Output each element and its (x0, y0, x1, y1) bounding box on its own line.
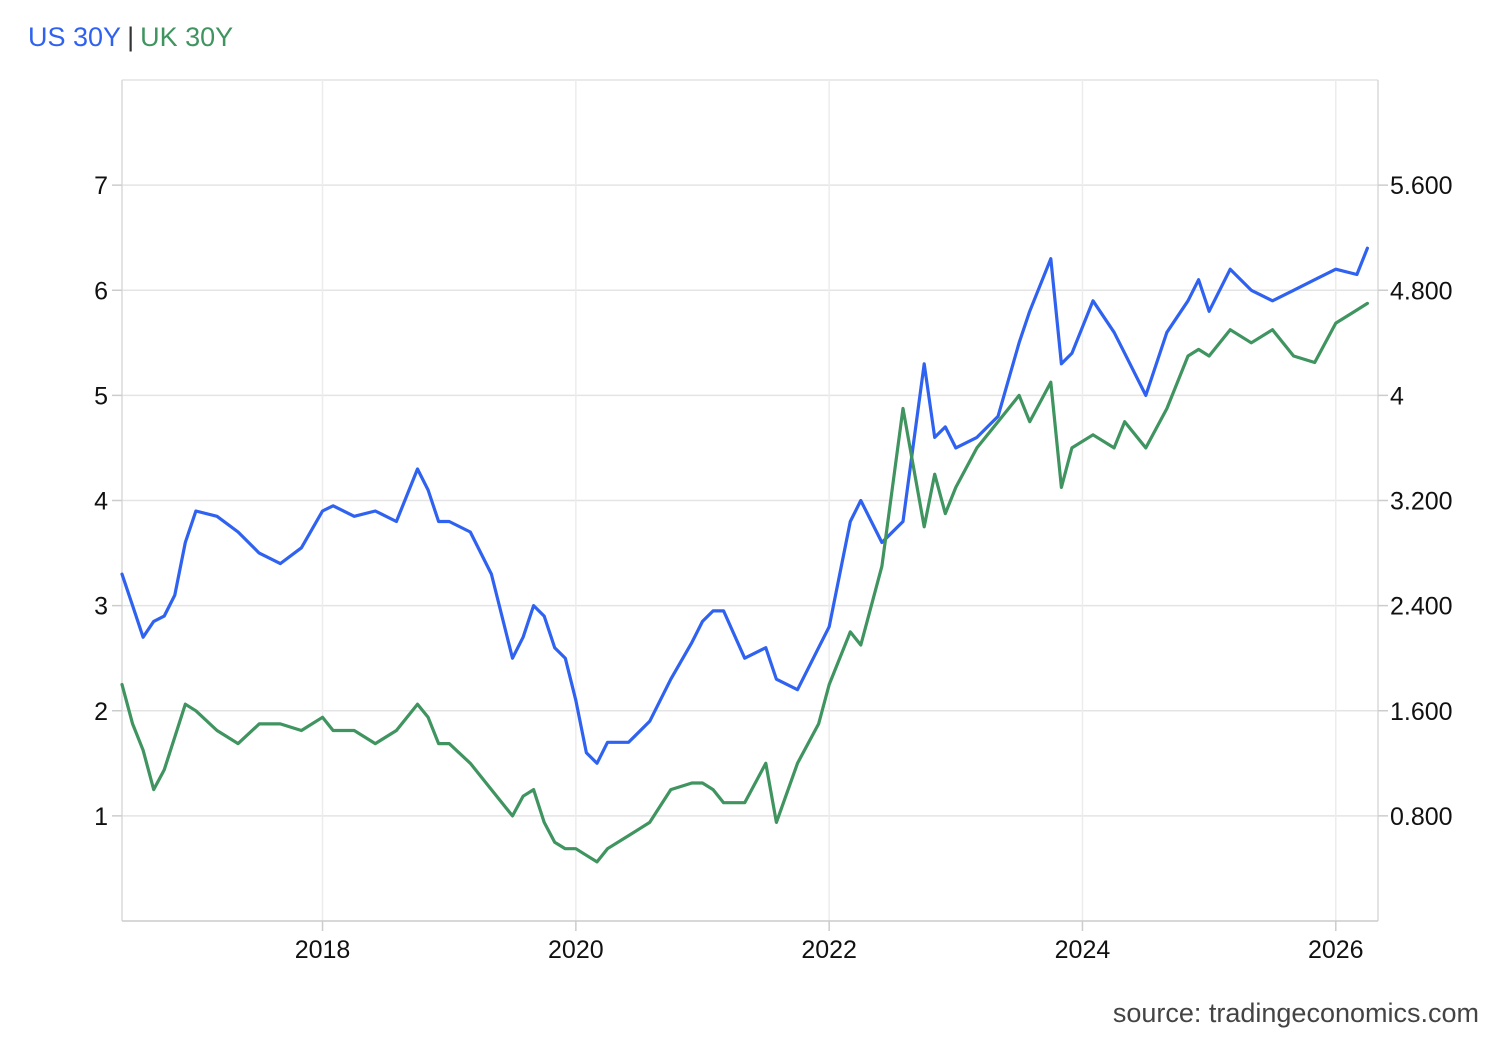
y-left-tick-label: 5 (94, 382, 108, 410)
series-line-us-30y[interactable] (120, 246, 1370, 765)
legend-entry-uk-30y[interactable]: UK 30Y (140, 22, 234, 52)
y-left-tick-label: 7 (94, 172, 108, 200)
axes (112, 80, 1388, 931)
y-left-tick-label: 6 (94, 277, 108, 305)
y-right-tick-label: 4.800 (1390, 277, 1453, 305)
chart-legend: US 30Y | UK 30Y (28, 22, 233, 53)
x-tick-label: 2024 (1055, 936, 1111, 964)
series-lines (120, 246, 1370, 864)
grid-lines (122, 79, 1378, 921)
legend-separator: | (127, 22, 135, 52)
y-left-tick-label: 4 (94, 488, 108, 516)
x-tick-label: 2018 (295, 936, 351, 964)
y-right-tick-label: 1.600 (1390, 698, 1453, 726)
tick-labels: 1 2 3 4 5 6 7 0.800 1.600 2.400 3.200 4 4.800 5.600 20… (94, 172, 1452, 964)
y-left-tick-label: 3 (94, 593, 108, 621)
y-right-tick-label: 3.200 (1390, 488, 1453, 516)
x-tick-label: 2020 (548, 936, 604, 964)
series-line-uk-30y[interactable] (120, 301, 1370, 864)
y-left-tick-label: 1 (94, 803, 108, 831)
y-right-tick-label: 0.800 (1390, 803, 1453, 831)
x-tick-label: 2026 (1308, 936, 1364, 964)
x-tick-label: 2022 (801, 936, 857, 964)
y-right-tick-label: 2.400 (1390, 593, 1453, 621)
y-right-tick-label: 4 (1390, 382, 1404, 410)
legend-entry-us-30y[interactable]: US 30Y (28, 22, 122, 52)
source-credit: source: tradingeconomics.com (1112, 998, 1479, 1028)
y-left-tick-label: 2 (94, 698, 108, 726)
y-right-tick-label: 5.600 (1390, 172, 1453, 200)
